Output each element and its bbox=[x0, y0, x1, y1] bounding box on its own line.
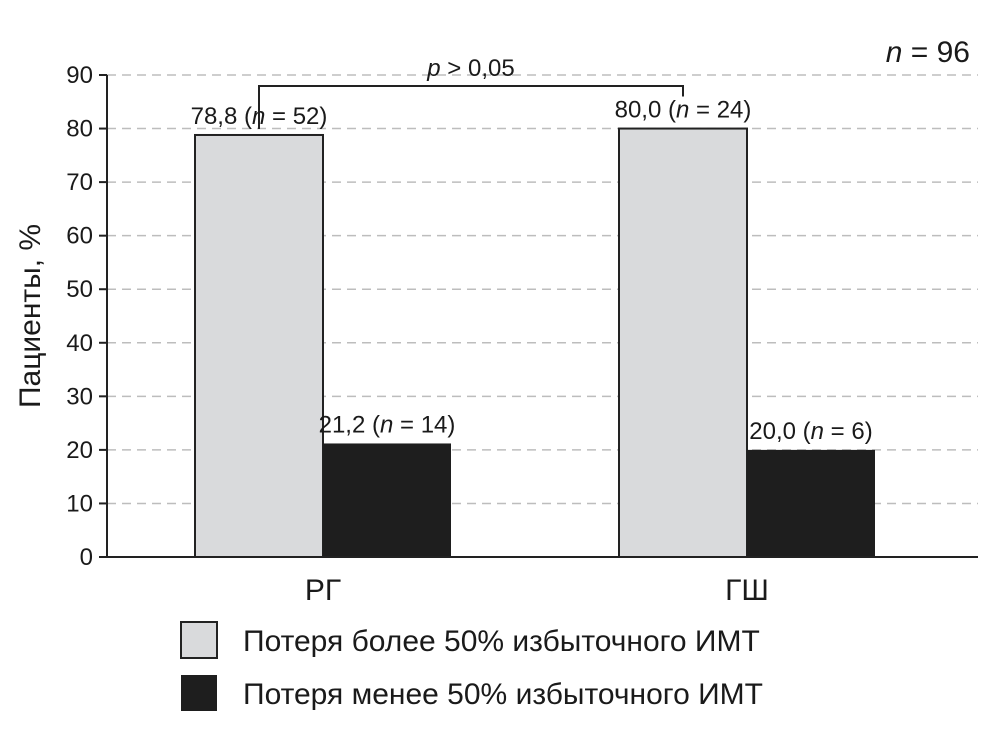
y-tick-label: 50 bbox=[66, 276, 93, 303]
y-tick-label: 70 bbox=[66, 169, 93, 196]
legend-label: Потеря более 50% избыточного ИМТ bbox=[243, 625, 760, 658]
legend-swatch bbox=[181, 675, 217, 711]
y-axis-label: Пациенты, % bbox=[14, 224, 47, 408]
bar-less-50-1 bbox=[747, 449, 875, 557]
x-category-label: РГ bbox=[305, 574, 341, 607]
y-tick-label: 80 bbox=[66, 116, 93, 143]
y-tick-label: 30 bbox=[66, 383, 93, 410]
legend-swatch bbox=[180, 621, 218, 659]
x-category-label: ГШ bbox=[725, 574, 769, 607]
y-tick-label: 90 bbox=[66, 62, 93, 89]
bars bbox=[194, 127, 875, 559]
y-tick-label: 40 bbox=[66, 330, 93, 357]
legend: Потеря более 50% избыточного ИМТ Потеря м… bbox=[180, 621, 763, 711]
bar-more-50-0 bbox=[194, 133, 324, 559]
p-value-label: p > 0,05 bbox=[426, 55, 514, 82]
axes: Пациенты, % bbox=[14, 74, 978, 558]
bar-less-50-0 bbox=[323, 443, 451, 557]
y-tick-labels: 0 10 20 30 40 50 60 70 80 90 bbox=[66, 62, 93, 571]
y-tick-label: 60 bbox=[66, 223, 93, 250]
x-category-labels: РГ ГШ bbox=[305, 574, 769, 607]
y-tick-label: 20 bbox=[66, 437, 93, 464]
y-tick-label: 0 bbox=[80, 544, 93, 571]
y-tick-label: 10 bbox=[66, 490, 93, 517]
annotations: p > 0,05 n = 96 bbox=[258, 36, 970, 129]
legend-label: Потеря менее 50% избыточного ИМТ bbox=[243, 678, 763, 711]
bar-value-label: 21,2 (n = 14) bbox=[319, 411, 456, 438]
total-n-label: n = 96 bbox=[886, 36, 970, 69]
significance-bracket bbox=[258, 85, 684, 129]
bar-value-label: 80,0 (n = 24) bbox=[615, 97, 752, 124]
bar-more-50-1 bbox=[618, 127, 748, 559]
bar-value-label: 20,0 (n = 6) bbox=[749, 418, 872, 445]
